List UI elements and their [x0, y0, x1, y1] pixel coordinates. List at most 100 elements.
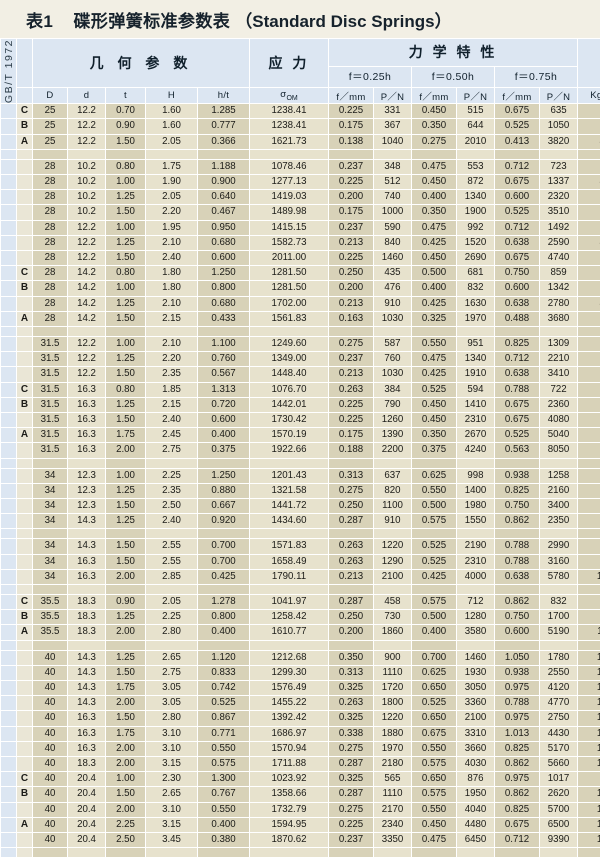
cell-stress-sigma-om: 1281.50 [250, 281, 329, 296]
cell-h-over-t: 0.867 [198, 711, 250, 726]
cell-thickness: 1.25 [106, 190, 146, 205]
cell-load-025h: 458 [374, 594, 412, 609]
spacer-cell [329, 529, 374, 539]
cell-load-050h: 992 [457, 220, 495, 235]
cell-load-075h: 3160 [540, 554, 578, 569]
cell-weight: 3.58 [578, 382, 600, 397]
row-standard-cell [1, 311, 17, 326]
cell-h-over-t: 0.667 [198, 498, 250, 513]
cell-weight: 2.05 [578, 104, 600, 119]
cell-outer-diameter: 31.5 [33, 367, 68, 382]
cell-h-over-t: 0.920 [198, 514, 250, 529]
cell-deflection-050h: 0.425 [412, 569, 457, 584]
cell-deflection-025h: 0.237 [329, 833, 374, 848]
cell-load-025h: 2340 [374, 817, 412, 832]
cell-inner-diameter: 16.3 [68, 711, 106, 726]
cell-stress-sigma-om: 1732.79 [250, 802, 329, 817]
cell-deflection-025h: 0.225 [329, 397, 374, 412]
cell-thickness: 1.50 [106, 539, 146, 554]
cell-load-025h: 2180 [374, 757, 412, 772]
cell-deflection-025h: 0.250 [329, 610, 374, 625]
cell-deflection-075h: 0.788 [495, 382, 540, 397]
cell-load-050h: 1460 [457, 650, 495, 665]
cell-deflection-075h: 0.788 [495, 554, 540, 569]
cell-h-over-t: 1.100 [198, 336, 250, 351]
cell-weight: 6.50 [578, 352, 600, 367]
cell-outer-diameter: 40 [33, 726, 68, 741]
cell-h-over-t: 1.285 [198, 104, 250, 119]
cell-thickness: 1.00 [106, 772, 146, 787]
cell-deflection-025h: 0.287 [329, 757, 374, 772]
cell-stress-sigma-om: 1570.19 [250, 428, 329, 443]
row-standard-cell [1, 220, 17, 235]
cell-thickness: 1.25 [106, 235, 146, 250]
spacer-cell [578, 326, 600, 336]
cell-inner-diameter: 14.3 [68, 514, 106, 529]
cell-outer-diameter: 40 [33, 665, 68, 680]
spacer-cell [495, 848, 540, 858]
cell-outer-diameter: 25 [33, 119, 68, 134]
cell-height: 1.60 [146, 119, 198, 134]
cell-h-over-t: 0.700 [198, 539, 250, 554]
cell-deflection-075h: 0.750 [495, 498, 540, 513]
cell-deflection-025h: 0.275 [329, 336, 374, 351]
cell-outer-diameter: 34 [33, 514, 68, 529]
spacer-class-cell [17, 529, 33, 539]
cell-h-over-t: 0.767 [198, 787, 250, 802]
cell-h-over-t: 1.278 [198, 594, 250, 609]
cell-h-over-t: 0.600 [198, 250, 250, 265]
cell-deflection-050h: 0.575 [412, 787, 457, 802]
group-spacer-row [1, 149, 600, 159]
cell-load-075h: 4430 [540, 726, 578, 741]
cell-load-050h: 1410 [457, 397, 495, 412]
row-standard-cell [1, 443, 17, 458]
cell-load-075h: 2780 [540, 296, 578, 311]
cell-stress-sigma-om: 1922.66 [250, 443, 329, 458]
